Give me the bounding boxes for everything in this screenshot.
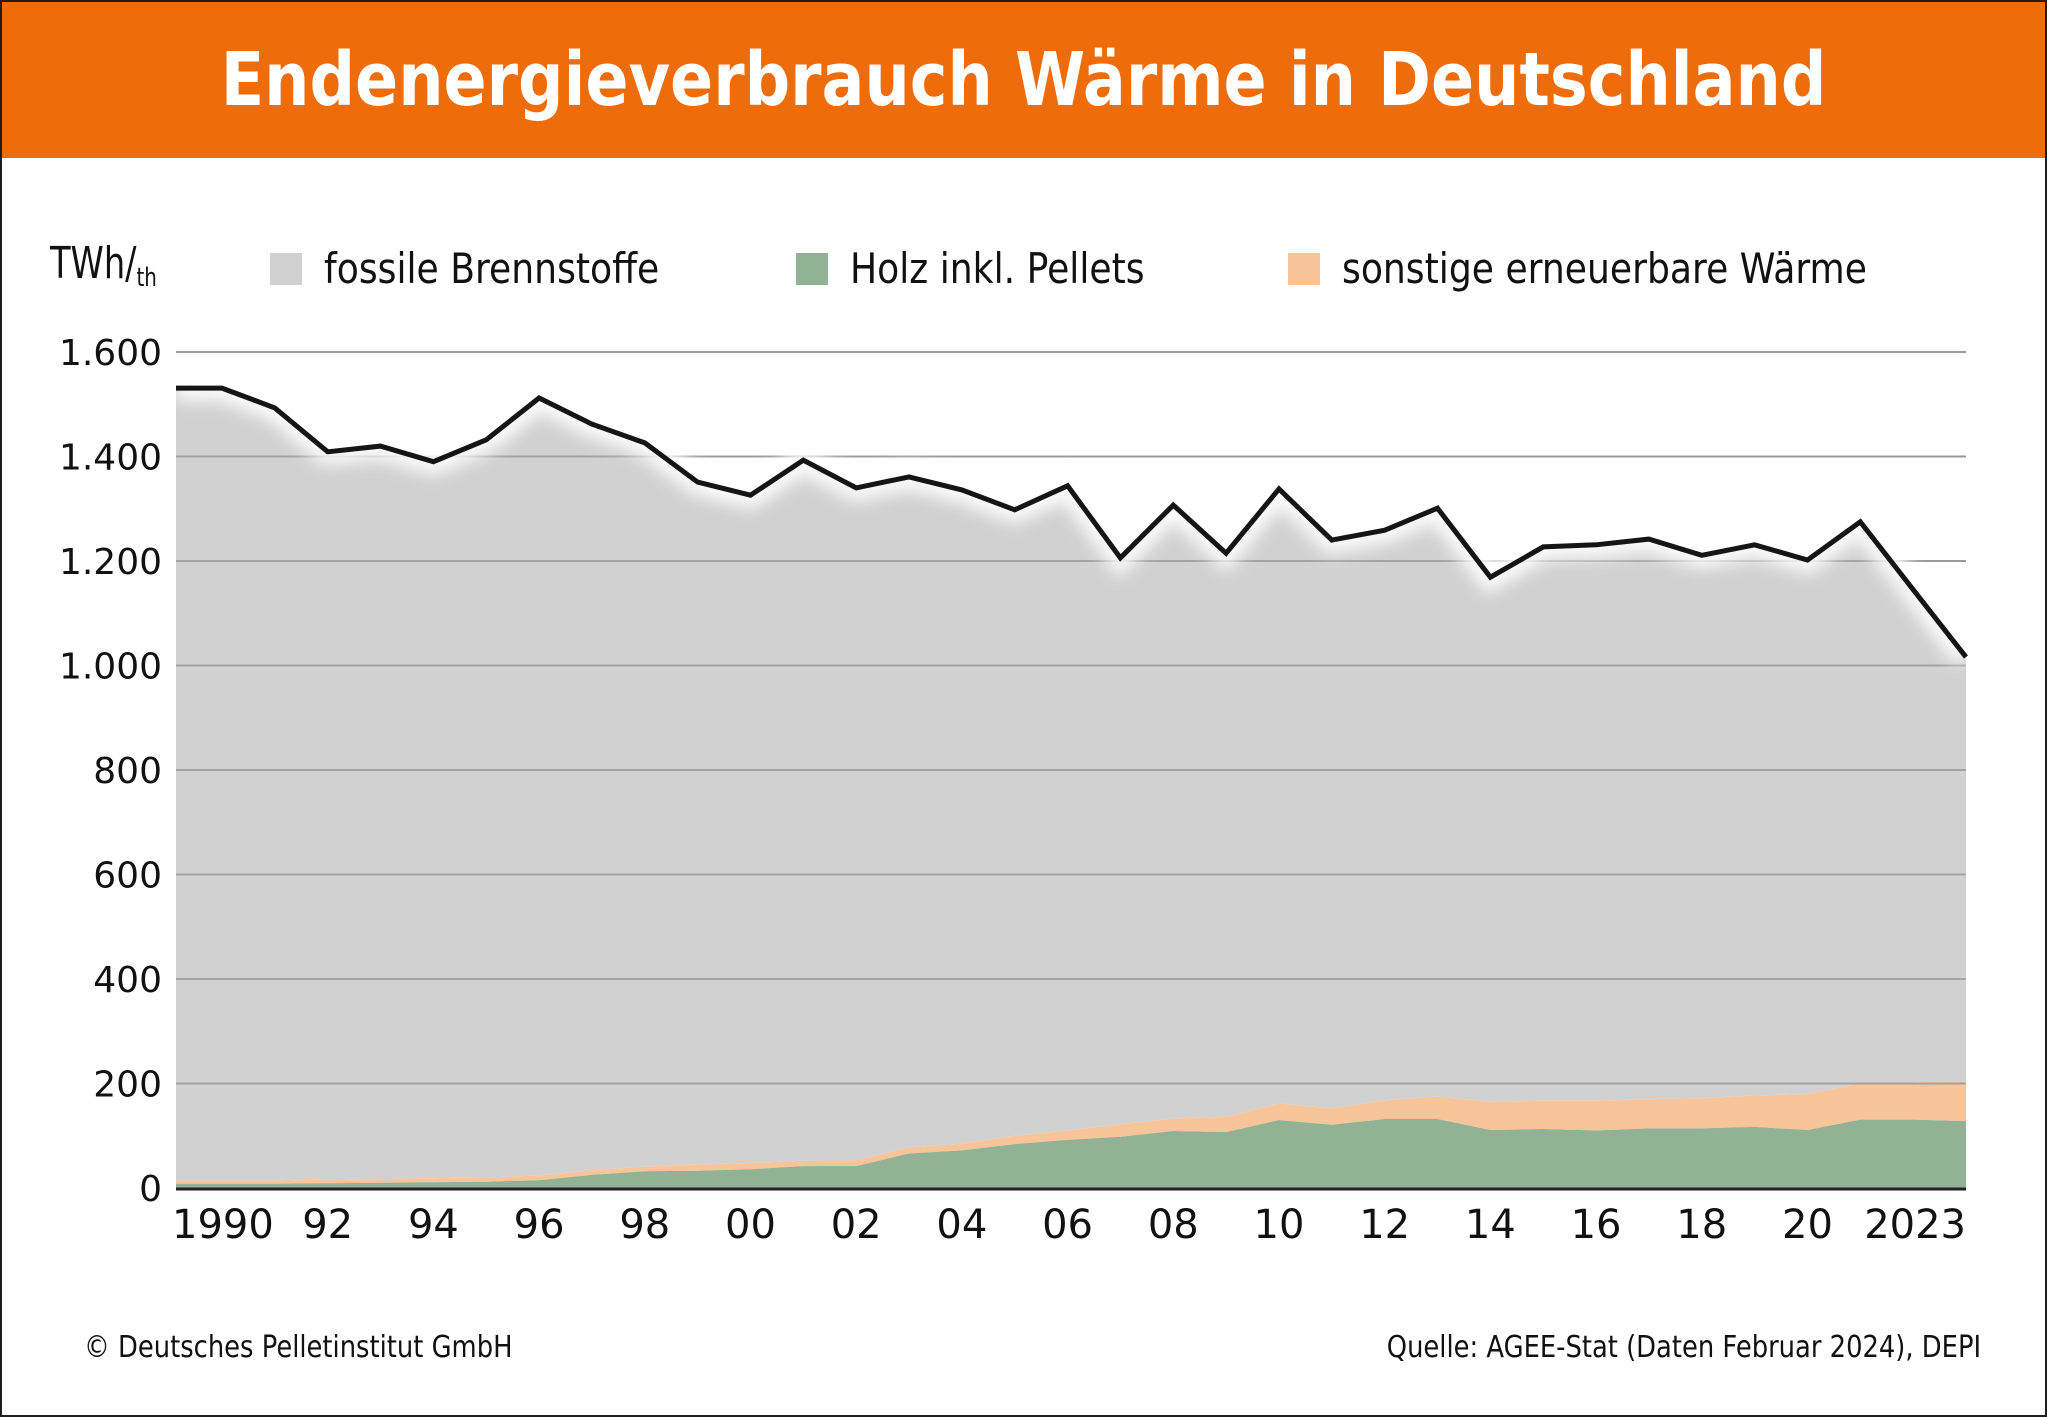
x-tick-label: 08 <box>1148 1202 1199 1248</box>
total-line <box>176 385 1968 659</box>
legend-swatch-other-renewable <box>1288 252 1320 285</box>
x-tick-label: 2023 <box>1864 1202 1966 1248</box>
legend-item-wood: Holz inkl. Pellets <box>796 244 1193 293</box>
x-tick-label: 96 <box>514 1202 565 1248</box>
x-tick-label: 00 <box>725 1202 776 1248</box>
x-tick-label: 98 <box>619 1202 670 1248</box>
y-tick-label: 1.400 <box>59 438 162 479</box>
unit-main: TWh/ <box>50 238 137 289</box>
area-fossil <box>176 388 1966 1181</box>
area-series <box>176 351 1966 1188</box>
copyright-note: © Deutsches Pelletinstitut GmbH <box>84 1330 513 1365</box>
legend-swatch-wood <box>796 252 828 285</box>
x-axis-ticks: 1990 92 94 96 98 00 02 04 06 08 10 12 14 16 18 20 2023 <box>172 1202 1966 1248</box>
x-tick-label: 06 <box>1042 1202 1093 1248</box>
x-tick-label: 12 <box>1359 1202 1410 1248</box>
x-tick-label: 94 <box>408 1202 459 1248</box>
source-note: Quelle: AGEE-Stat (Daten Februar 2024), … <box>1386 1330 1981 1365</box>
y-tick-label: 600 <box>93 856 162 897</box>
legend-label-wood: Holz inkl. Pellets <box>850 244 1145 293</box>
x-tick-label: 04 <box>936 1202 987 1248</box>
x-tick-label: 14 <box>1465 1202 1516 1248</box>
x-tick-label: 10 <box>1254 1202 1305 1248</box>
legend-label-fossil: fossile Brennstoffe <box>324 244 660 293</box>
total-line-group <box>176 375 1977 666</box>
legend: TWh/th fossile Brennstoffe Holz inkl. Pe… <box>50 234 2045 294</box>
legend-item-fossil: fossile Brennstoffe <box>270 244 714 293</box>
legend-label-other-renewable: sonstige erneuerbare Wärme <box>1342 244 1867 293</box>
x-tick-label: 16 <box>1571 1202 1622 1248</box>
y-tick-label: 0 <box>139 1169 162 1210</box>
y-tick-label: 1.000 <box>59 647 162 688</box>
area-other-renewable <box>176 1080 1966 1184</box>
x-tick-label: 20 <box>1782 1202 1833 1248</box>
chart-title: Endenergieverbrauch Wärme in Deutschland <box>220 37 1827 123</box>
y-tick-label: 200 <box>93 1065 162 1106</box>
legend-item-other-renewable: sonstige erneuerbare Wärme <box>1288 244 1952 293</box>
unit-label: TWh/th <box>50 238 157 293</box>
y-tick-label: 400 <box>93 960 162 1001</box>
x-tick-label: 1990 <box>172 1202 274 1248</box>
x-tick-label: 02 <box>831 1202 882 1248</box>
y-tick-label: 800 <box>93 751 162 792</box>
y-axis-ticks: 0 200 400 600 800 1.000 1.200 1.400 1.600 <box>59 333 162 1210</box>
title-bar: Endenergieverbrauch Wärme in Deutschland <box>2 2 2045 158</box>
y-tick-label: 1.600 <box>59 333 162 374</box>
y-tick-label: 1.200 <box>59 542 162 583</box>
x-tick-label: 18 <box>1676 1202 1727 1248</box>
unit-sub: th <box>136 263 157 293</box>
area-wood <box>176 1119 1966 1188</box>
legend-swatch-fossil <box>270 252 302 285</box>
x-tick-label: 92 <box>302 1202 353 1248</box>
